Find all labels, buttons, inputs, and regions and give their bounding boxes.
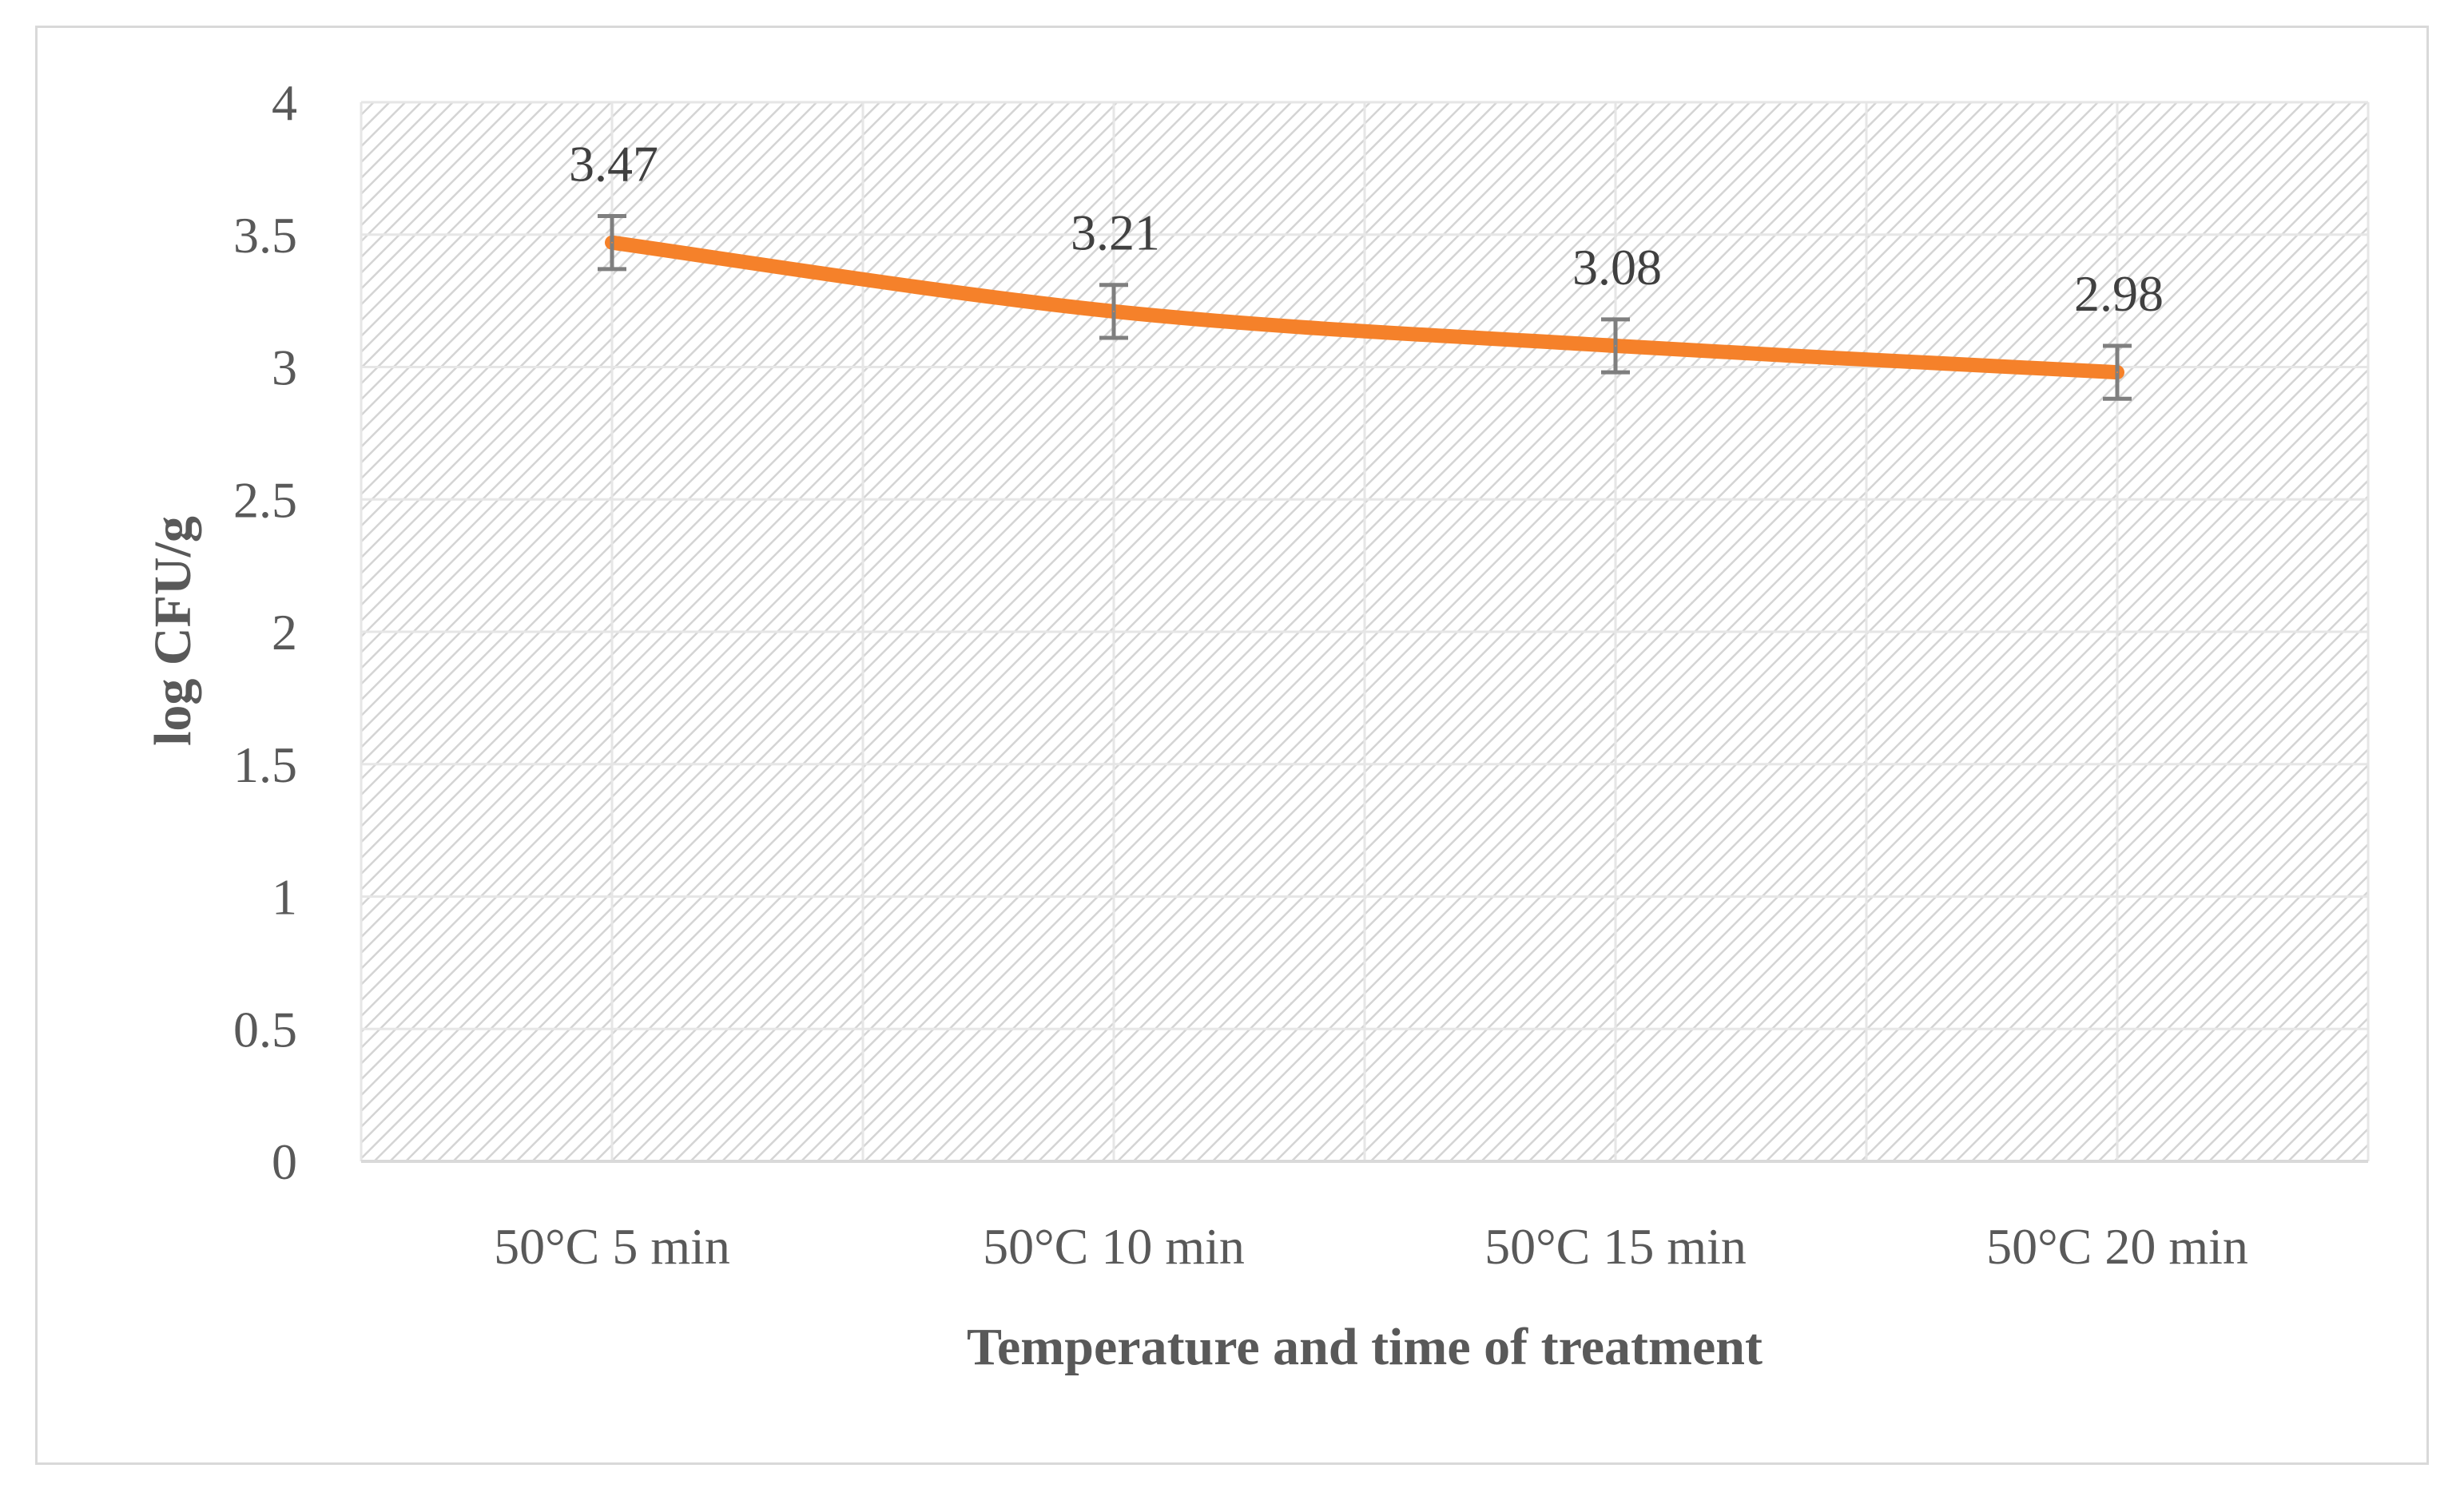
y-axis-title: log CFU/g: [144, 516, 202, 746]
x-tick-label: 50°C 15 min: [1484, 1218, 1747, 1275]
y-tick-label: 0.5: [233, 1001, 297, 1058]
data-point: [1615, 344, 1616, 347]
axes: 0 0.5 1 1.5 2 2.5 3 3.5 4 50°C 5 min 50°C 10 min 50…: [233, 74, 2368, 1275]
data-labels: 3.47 3.21 3.08 2.98: [569, 136, 2164, 322]
x-tick-label: 50°C 10 min: [983, 1218, 1245, 1275]
x-axis-title: Temperature and time of treatment: [967, 1318, 1763, 1376]
data-label: 3.21: [1071, 204, 1160, 261]
data-point: [1113, 310, 1115, 312]
series-line: [605, 235, 2124, 380]
y-tick-label: 3.5: [233, 207, 297, 264]
y-tick-label: 1: [272, 869, 297, 926]
grid-lines: [360, 101, 2370, 1161]
x-tick-label: 50°C 20 min: [1986, 1218, 2248, 1275]
y-tick-label: 0: [272, 1133, 297, 1190]
y-tick-label: 3: [272, 339, 297, 396]
data-label: 3.47: [569, 136, 658, 192]
data-label: 2.98: [2074, 265, 2164, 322]
x-tick-label: 50°C 5 min: [494, 1218, 730, 1275]
y-tick-label: 1.5: [233, 736, 297, 793]
series-line-group: [598, 214, 2132, 401]
data-point: [2116, 371, 2118, 374]
y-tick-label: 4: [272, 74, 297, 131]
y-tick-label: 2.5: [233, 471, 297, 528]
data-point: [611, 241, 613, 244]
data-label: 3.08: [1572, 239, 1662, 296]
y-tick-label: 2: [272, 604, 297, 661]
